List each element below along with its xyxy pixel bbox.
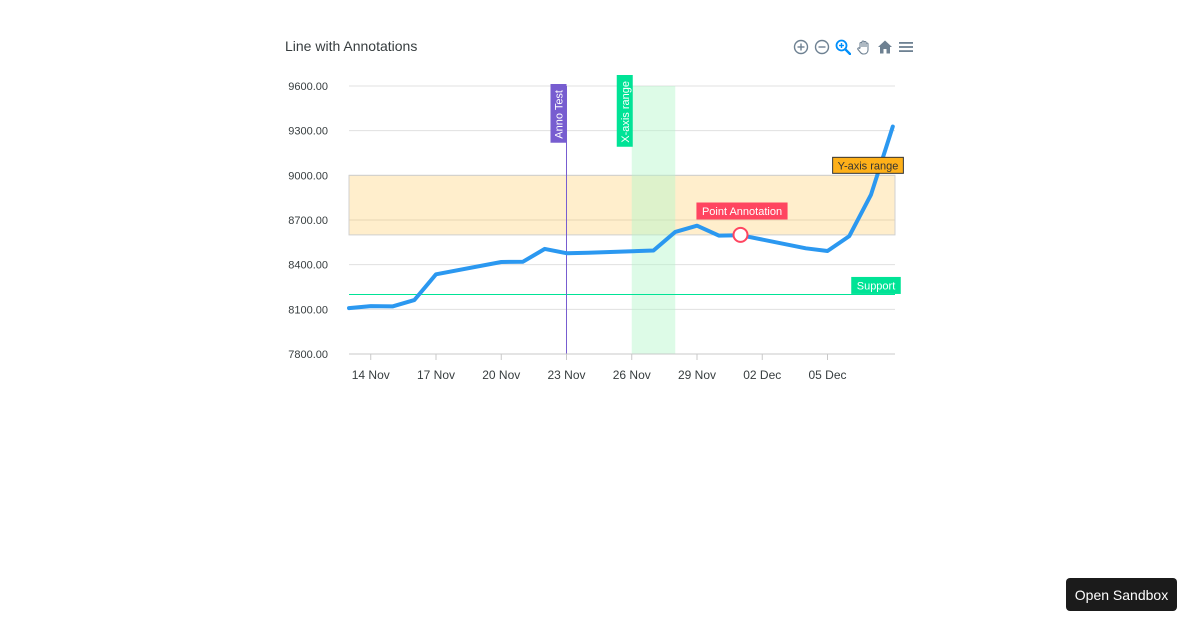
x-tick-label: 05 Dec xyxy=(808,368,846,382)
series-line xyxy=(347,124,895,311)
y-tick-label: 8100.00 xyxy=(288,304,328,316)
y-tick-label: 8700.00 xyxy=(288,215,328,227)
y-tick-label: 9300.00 xyxy=(288,126,328,138)
x-tick-label: 14 Nov xyxy=(352,368,390,382)
point-annotation-label: Point Annotation xyxy=(696,202,788,220)
x-range-label-box xyxy=(616,75,633,147)
anno-test-label-box xyxy=(550,84,567,143)
x-range-annotation xyxy=(631,86,676,354)
x-tick-label: 26 Nov xyxy=(613,368,651,382)
point-annotation-label-box xyxy=(696,202,788,220)
y-range-label-box xyxy=(832,156,904,174)
x-range-band xyxy=(631,86,676,354)
menu-icon[interactable] xyxy=(896,37,916,57)
axes: 9600.00 9300.00 9000.00 8700.00 8400.00 8100.… xyxy=(288,81,895,382)
support-label-box xyxy=(851,276,901,294)
y-tick-label: 9000.00 xyxy=(288,170,328,182)
point-marker xyxy=(732,226,749,243)
annotation-labels: Support Y-axis range Anno Test X-axis range xyxy=(550,75,904,294)
support-label-text: Support xyxy=(857,280,896,292)
y-tick-label: 9600.00 xyxy=(288,81,328,93)
support-label: Support xyxy=(851,276,901,294)
chart-toolbar xyxy=(790,37,916,57)
x-tick-label: 17 Nov xyxy=(417,368,455,382)
x-tick-label: 20 Nov xyxy=(482,368,520,382)
reset-home-icon[interactable] xyxy=(875,37,895,57)
chart-title: Line with Annotations xyxy=(285,38,418,54)
y-range-label: Y-axis range xyxy=(832,156,904,174)
y-range-band xyxy=(348,174,896,236)
open-sandbox-button[interactable]: Open Sandbox xyxy=(1066,578,1177,611)
x-range-label: X-axis range xyxy=(616,75,633,147)
x-tick-label: 29 Nov xyxy=(678,368,716,382)
zoom-out-icon[interactable] xyxy=(812,37,832,57)
y-tick-label: 8400.00 xyxy=(288,260,328,272)
y-range-label-text: Y-axis range xyxy=(838,160,899,172)
anno-test-label: Anno Test xyxy=(550,84,567,143)
y-range-annotation xyxy=(348,174,896,236)
point-annotation: Point Annotation xyxy=(696,202,788,243)
point-annotation-label-text: Point Annotation xyxy=(702,206,782,218)
x-tick-label: 02 Dec xyxy=(743,368,781,382)
zoom-select-icon[interactable] xyxy=(833,37,853,57)
anno-test-label-text: Anno Test xyxy=(554,90,566,139)
series-lines xyxy=(347,124,895,311)
pan-icon[interactable] xyxy=(854,37,874,57)
zoom-in-icon[interactable] xyxy=(791,37,811,57)
x-tick-label: 23 Nov xyxy=(547,368,585,382)
x-range-label-text: X-axis range xyxy=(620,81,632,143)
y-tick-label: 7800.00 xyxy=(288,349,328,361)
